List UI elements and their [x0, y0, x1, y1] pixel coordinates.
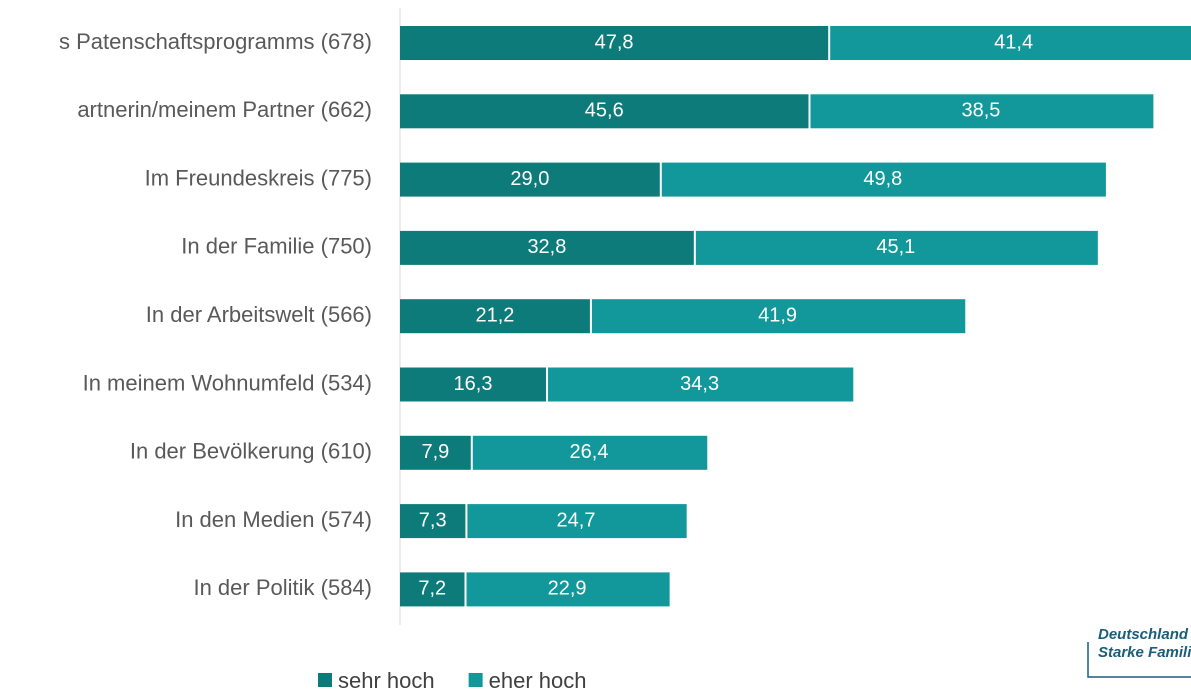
- logo-text: Starke Famili: [1098, 644, 1191, 661]
- bar-segment: [810, 94, 1154, 129]
- value-label: 38,5: [961, 100, 1000, 122]
- value-label: 7,9: [421, 441, 449, 463]
- category-label: artnerin/meinem Partner (662): [77, 97, 372, 122]
- bar-segment: [830, 26, 1191, 60]
- value-label: 47,8: [595, 31, 634, 53]
- logo-text: Deutschland: [1098, 626, 1189, 643]
- bar-segment: [661, 162, 1106, 197]
- bar-segment: [400, 504, 466, 539]
- value-label: 7,3: [419, 509, 447, 531]
- value-label: 49,8: [863, 168, 902, 190]
- bar-segment: [472, 435, 708, 470]
- value-label: 26,4: [570, 441, 609, 463]
- value-label: 41,4: [994, 31, 1033, 53]
- bar-segment: [400, 299, 590, 334]
- bar-segment: [400, 367, 547, 402]
- category-label: Im Freundeskreis (775): [145, 165, 372, 190]
- bar-segment: [400, 94, 809, 129]
- bar-segment: [466, 572, 670, 607]
- category-label: In der Bevölkerung (610): [130, 439, 372, 464]
- legend-label: eher hoch: [489, 668, 587, 691]
- category-label: In den Medien (574): [175, 507, 372, 532]
- legend-label: sehr hoch: [338, 668, 435, 691]
- category-label: In meinem Wohnumfeld (534): [83, 370, 372, 395]
- value-label: 16,3: [454, 373, 493, 395]
- bar-segment: [400, 572, 465, 607]
- bar-segment: [400, 435, 471, 470]
- value-label: 21,2: [475, 304, 514, 326]
- value-label: 41,9: [758, 304, 797, 326]
- category-label: In der Familie (750): [181, 234, 372, 259]
- value-label: 24,7: [557, 509, 596, 531]
- value-label: 45,6: [585, 100, 624, 122]
- bar-segment: [467, 504, 687, 539]
- value-label: 22,9: [548, 578, 587, 600]
- bar-segment: [548, 367, 854, 402]
- bar-segment: [695, 230, 1098, 265]
- value-label: 7,2: [418, 578, 446, 600]
- bar-segment: [591, 299, 966, 334]
- legend-swatch: [468, 673, 483, 687]
- value-label: 34,3: [680, 373, 719, 395]
- category-label: In der Politik (584): [193, 575, 372, 600]
- category-label: In der Arbeitswelt (566): [146, 302, 372, 327]
- legend-swatch: [318, 673, 332, 687]
- value-label: 32,8: [527, 236, 566, 258]
- category-label: s Patenschaftsprogramms (678): [59, 29, 372, 54]
- value-label: 29,0: [510, 168, 549, 190]
- bar-segment: [400, 162, 660, 197]
- value-label: 45,1: [876, 236, 915, 258]
- logo-frame: [1087, 642, 1191, 678]
- bar-segment: [400, 230, 694, 265]
- bar-segment: [400, 26, 829, 60]
